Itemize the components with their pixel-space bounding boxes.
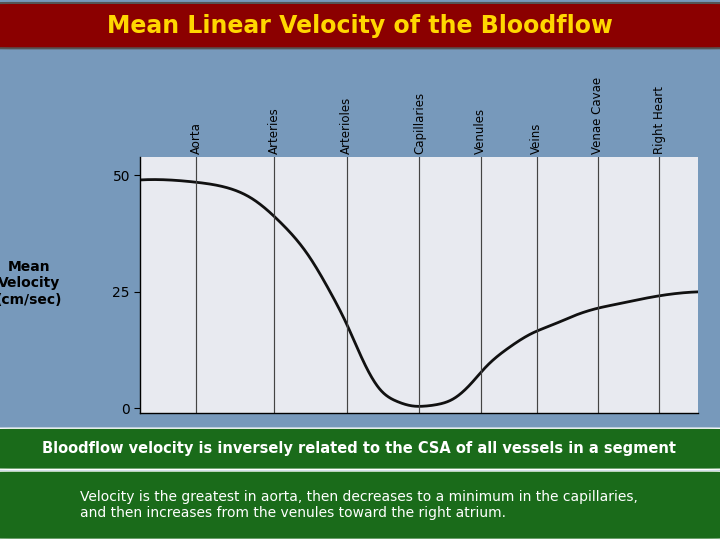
Text: Mean
Velocity
(cm/sec): Mean Velocity (cm/sec) <box>0 260 62 307</box>
Text: Velocity is the greatest in aorta, then decreases to a minimum in the capillarie: Velocity is the greatest in aorta, then … <box>81 490 638 520</box>
Text: Capillaries: Capillaries <box>413 92 426 154</box>
Text: Mean Linear Velocity of the Bloodflow: Mean Linear Velocity of the Bloodflow <box>107 14 613 38</box>
Text: Right Heart: Right Heart <box>653 86 666 154</box>
FancyBboxPatch shape <box>0 471 720 539</box>
FancyBboxPatch shape <box>0 3 720 48</box>
Text: Venules: Venules <box>474 108 487 154</box>
Text: Bloodflow velocity is inversely related to the CSA of all vessels in a segment: Bloodflow velocity is inversely related … <box>42 441 676 456</box>
Text: Veins: Veins <box>530 123 543 154</box>
Text: Arteries: Arteries <box>268 107 281 154</box>
Text: Venae Cavae: Venae Cavae <box>591 77 605 154</box>
Text: Arterioles: Arterioles <box>341 97 354 154</box>
FancyBboxPatch shape <box>0 428 720 469</box>
Text: Aorta: Aorta <box>189 123 203 154</box>
